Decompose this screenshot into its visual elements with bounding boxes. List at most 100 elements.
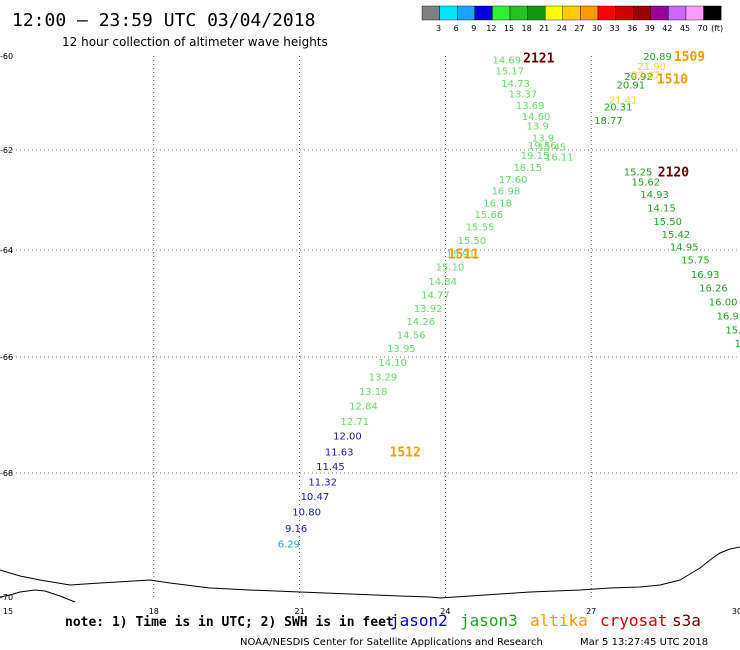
wave-height-value: 14.77 [421,290,450,301]
lat-tick-label: -68 [0,469,13,478]
colorbar-label: 30 [592,24,602,33]
colorbar-label: 27 [574,24,584,33]
colorbar-label: 12 [486,24,496,33]
wave-height-value: 13.29 [369,372,398,383]
lon-tick-label: 15 [3,607,13,616]
wave-height-value: 19.56 [528,141,557,152]
wave-height-value: 14.73 [501,79,530,90]
satellite-tracks: 14.6915.1714.7313.3713.6914.6013.913.915… [278,50,740,550]
wave-height-value: 14.60 [522,112,551,123]
wave-height-value: 20.89 [643,52,672,63]
wave-height-value: 15.42 [662,230,691,241]
colorbar-swatch [439,5,458,21]
track-id-label: 1511 [448,247,479,262]
wave-height-value: 18.77 [594,116,623,127]
track-2121: 14.6915.1714.7313.3713.6914.6013.913.915… [493,51,574,163]
track-id-label: 2121 [523,51,554,66]
wave-height-value: 21.90 [637,62,666,73]
satellite-name-altika: altika [530,611,588,630]
colorbar-swatch [597,5,616,21]
colorbar-label: 70 [698,24,708,33]
colorbar-label: 21 [539,24,549,33]
footer-note: note: 1) Time is in UTC; 2) SWH is in fe… [65,615,394,630]
colorbar-swatch [615,5,634,21]
wave-height-value: 16.00 [709,297,738,308]
track-id-label: 1512 [390,446,421,461]
colorbar-swatch [668,5,687,21]
lat-tick-label: -66 [0,353,13,362]
wave-height-value: 13.69 [516,101,545,112]
wave-height-value: 14.95 [670,243,699,254]
wave-height-value: 15.55 [466,223,495,234]
wave-height-value: 20.91 [616,81,645,92]
wave-height-value: 19.15 [521,151,550,162]
wave-height-value: 16.11 [545,153,574,164]
wave-height-value: 15.25 [624,168,653,179]
track-1510: 1510 [657,73,688,88]
lat-tick-label: -60 [0,52,13,61]
wave-height-value: 15.62 [632,178,661,189]
colorbar-swatch [633,5,652,21]
wave-height-value: 14.15 [647,204,676,215]
colorbar-swatch [509,5,528,21]
lon-tick-label: 27 [586,607,596,616]
color-scale-legend: 3 6 9 12 15 18 21 24 27 30 33 36 39 42 45 70 (ft) [421,5,723,33]
colorbar-label: 42 [662,24,672,33]
wave-height-value: 14.10 [378,358,407,369]
wave-height-value: 15.99 [725,325,740,336]
wave-height-value: 12.84 [349,401,378,412]
wave-height-value: 13.92 [414,304,443,315]
wave-height-value: 16.95 [717,311,740,322]
satellite-name-cryosat: cryosat [600,611,667,630]
track-1512: 12.00 11.63 11.45 11.32 10.47 10.80 9.16 1512 [285,431,421,534]
wave-height-value: 15.66 [475,210,504,221]
colorbar-label: 24 [557,24,567,33]
lon-tick-label: 18 [149,607,159,616]
wave-height-value: 16.93 [691,270,720,281]
colorbar-swatch [492,5,511,21]
colorbar-label: 6 [454,24,459,33]
wave-height-value: 16.26 [699,284,728,295]
colorbar-swatch [650,5,669,21]
lon-tick-label: 30 [732,607,740,616]
colorbar-swatch [457,5,476,21]
wave-height-value: 14.84 [428,277,457,288]
lat-tick-label: -64 [0,246,13,255]
wave-height-value: 16.18 [483,199,512,210]
wave-height-value: 15.17 [495,67,524,78]
satellite-legend: jason2 jason3 altika cryosat s3a [390,611,701,630]
track-id-label: 1509 [674,50,705,65]
wave-height-value: 20.92 [624,72,653,83]
colorbar-swatch [545,5,564,21]
lat-lon-grid [8,56,737,600]
wave-height-value: 14.56 [397,331,426,342]
colorbar-label: 15 [504,24,514,33]
wave-height-value: 12.00 [333,431,362,442]
lat-tick-label: -62 [0,146,13,155]
colorbar-label: 33 [610,24,620,33]
wave-height-value: 10.80 [292,508,321,519]
wave-height-value: 15.75 [681,256,710,267]
track-1512b: 6.29 [278,539,300,550]
colorbar-swatch [562,5,581,21]
colorbar-swatch [685,5,704,21]
wave-height-value: 16.98 [492,187,521,198]
wave-height-value: 13.9 [527,122,549,133]
colorbar-label: 9 [471,24,476,33]
wave-height-value: 13.37 [509,90,538,101]
colorbar-label: 39 [645,24,655,33]
axis-tick-labels: 15 18 21 24 27 30 -60 -62 -64 -66 -68 -70 [0,52,740,616]
satellite-name-jason2: jason2 [390,611,448,630]
lon-tick-label: 24 [440,607,450,616]
wave-height-value: 9.16 [285,524,307,535]
wave-height-value: 18.15 [513,163,542,174]
wave-height-value: 16.82 [735,339,740,350]
wave-height-value: 11.45 [316,462,345,473]
wave-height-value: 22.07 [632,71,661,82]
map-title: 12:00 – 23:59 UTC 03/04/2018 [12,10,315,31]
colorbar-label: 3 [436,24,441,33]
